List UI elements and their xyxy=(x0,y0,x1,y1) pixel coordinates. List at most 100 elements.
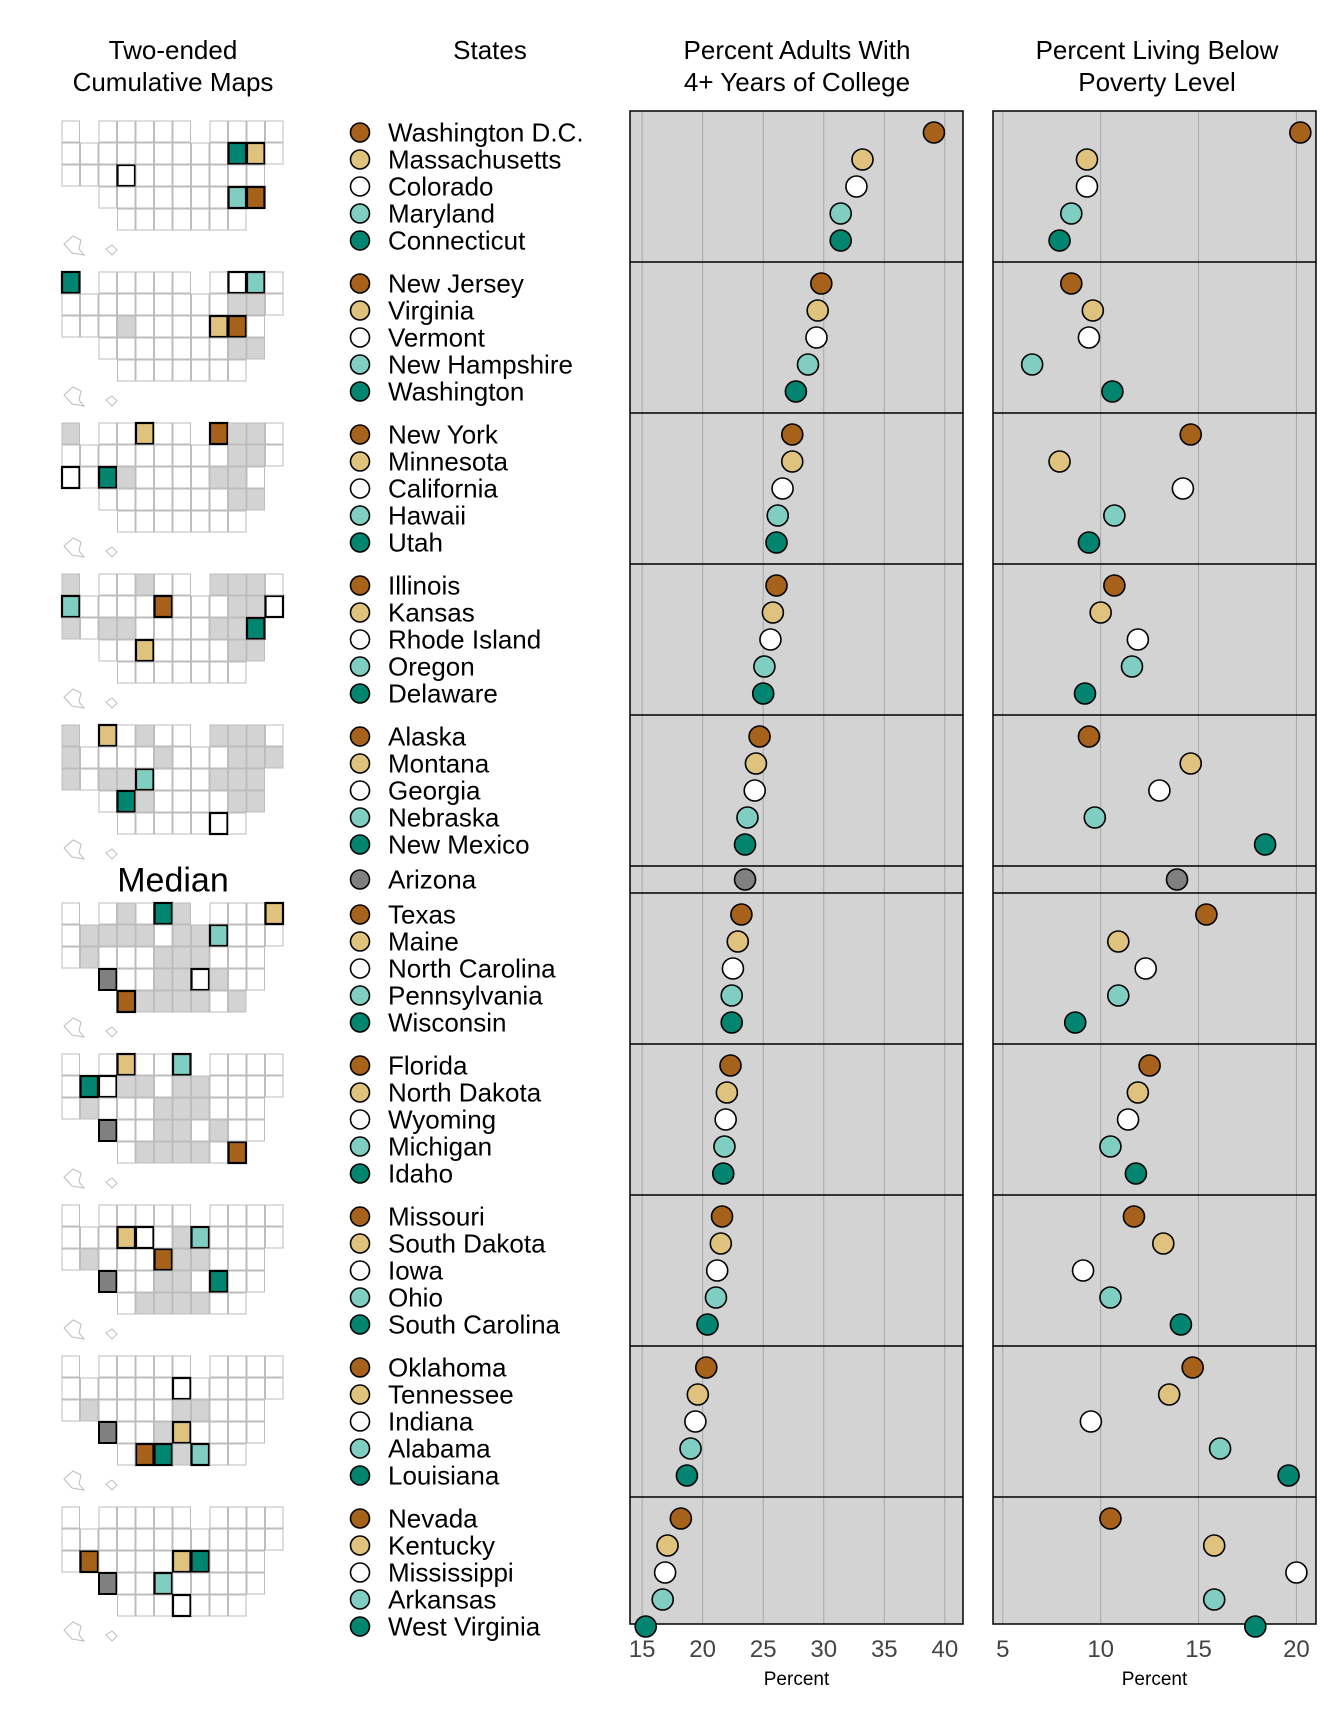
map-state-shape xyxy=(191,812,210,835)
state-label: Wisconsin xyxy=(388,1008,506,1038)
map-state-shape xyxy=(191,1377,210,1400)
map-state-shape xyxy=(171,1052,192,1077)
map-state-shape xyxy=(117,1097,136,1120)
map-state-shape xyxy=(135,1119,154,1142)
map-state-shape xyxy=(190,967,211,992)
micromap xyxy=(61,723,284,860)
college-point xyxy=(705,1259,729,1282)
map-state-shape xyxy=(134,638,155,663)
state-label: Connecticut xyxy=(388,226,526,256)
state-color-key xyxy=(349,532,371,553)
map-state-shape xyxy=(154,1550,173,1573)
map-state-shape xyxy=(172,639,191,662)
map-state-shape xyxy=(117,1421,136,1444)
state-label: South Dakota xyxy=(388,1229,546,1259)
map-state-shape xyxy=(208,314,229,339)
college-point xyxy=(845,175,868,198)
map-state-shape xyxy=(135,1377,154,1400)
map-state-shape xyxy=(172,661,191,684)
college-point xyxy=(710,1205,734,1228)
map-state-shape xyxy=(135,444,154,467)
map-state-shape xyxy=(191,661,210,684)
college-panel: 15 20 25 30 35 40 Percent xyxy=(629,110,964,1690)
state-color-key xyxy=(349,478,371,499)
map-state-shape xyxy=(172,1399,191,1422)
map-state-shape xyxy=(154,271,173,294)
college-point xyxy=(713,1135,736,1158)
poverty-point xyxy=(1152,1232,1175,1255)
poverty-point xyxy=(1081,299,1105,322)
map-state-shape xyxy=(154,186,173,209)
map-state-shape xyxy=(154,444,173,467)
map-state-shape xyxy=(246,488,265,511)
state-label: Wyoming xyxy=(388,1105,496,1135)
map-state-shape xyxy=(135,1270,154,1293)
map-state-shape xyxy=(154,639,173,662)
poverty-point xyxy=(1202,1534,1226,1557)
map-state-shape xyxy=(134,421,155,446)
state-color-key xyxy=(349,122,371,143)
map-state-shape xyxy=(154,1594,173,1617)
map-state-shape xyxy=(209,1443,228,1466)
map-state-shape xyxy=(191,1572,210,1595)
map-state-shape xyxy=(228,1550,247,1573)
map-state-shape xyxy=(209,1248,228,1271)
map-state-shape xyxy=(246,1355,265,1378)
state-color-key xyxy=(349,602,371,623)
map-state-shape xyxy=(246,1528,265,1551)
map-state-shape xyxy=(98,444,117,467)
map-state-shape xyxy=(228,1097,247,1120)
map-state-shape xyxy=(190,1549,211,1574)
college-point xyxy=(686,1383,710,1406)
map-state-shape xyxy=(209,1377,228,1400)
map-state-shape xyxy=(80,1226,99,1249)
map-state-shape xyxy=(154,120,173,143)
map-state-shape xyxy=(98,1572,118,1595)
map-state-shape xyxy=(191,1075,210,1098)
map-state-shape xyxy=(154,990,173,1013)
map-state-shape xyxy=(117,724,136,747)
map-state-shape xyxy=(191,164,210,187)
map-state-shape xyxy=(209,164,228,187)
map-state-shape xyxy=(135,488,154,511)
map-state-shape xyxy=(135,466,154,489)
college-axis-title: Percent xyxy=(764,1669,830,1690)
map-state-shape xyxy=(171,1549,192,1574)
map-hawaii-shape xyxy=(105,395,118,407)
map-state-shape xyxy=(209,142,228,165)
map-state-shape xyxy=(80,1399,99,1422)
state-color-key xyxy=(349,869,371,890)
map-state-shape xyxy=(135,359,154,382)
map-state-shape xyxy=(191,768,210,791)
map-state-shape xyxy=(172,488,191,511)
map-state-shape xyxy=(209,617,228,640)
state-color-key xyxy=(349,505,371,526)
state-label: Vermont xyxy=(388,323,486,353)
map-state-shape xyxy=(172,337,191,360)
map-state-shape xyxy=(245,185,266,210)
map-hawaii-shape xyxy=(105,1026,118,1038)
poverty-point xyxy=(1179,752,1203,775)
map-state-shape xyxy=(171,1593,192,1618)
map-state-shape xyxy=(228,422,247,445)
map-state-shape xyxy=(172,1097,191,1120)
micromap xyxy=(61,1355,284,1491)
map-state-shape xyxy=(265,573,284,596)
map-state-shape xyxy=(246,1053,265,1076)
map-state-shape xyxy=(135,142,154,165)
map-state-shape xyxy=(135,968,154,991)
state-color-key xyxy=(349,1411,371,1432)
map-state-shape xyxy=(172,1506,191,1529)
poverty-point xyxy=(1063,1011,1087,1034)
college-point xyxy=(709,1232,733,1255)
state-label: Louisiana xyxy=(388,1461,500,1491)
college-point xyxy=(730,903,753,926)
map-state-shape xyxy=(154,142,173,165)
micromap xyxy=(60,573,285,709)
map-hawaii-shape xyxy=(105,244,118,256)
state-color-key xyxy=(349,1136,371,1157)
map-state-shape xyxy=(209,1097,228,1120)
map-state-shape xyxy=(246,1421,265,1444)
state-color-key xyxy=(349,1012,371,1033)
